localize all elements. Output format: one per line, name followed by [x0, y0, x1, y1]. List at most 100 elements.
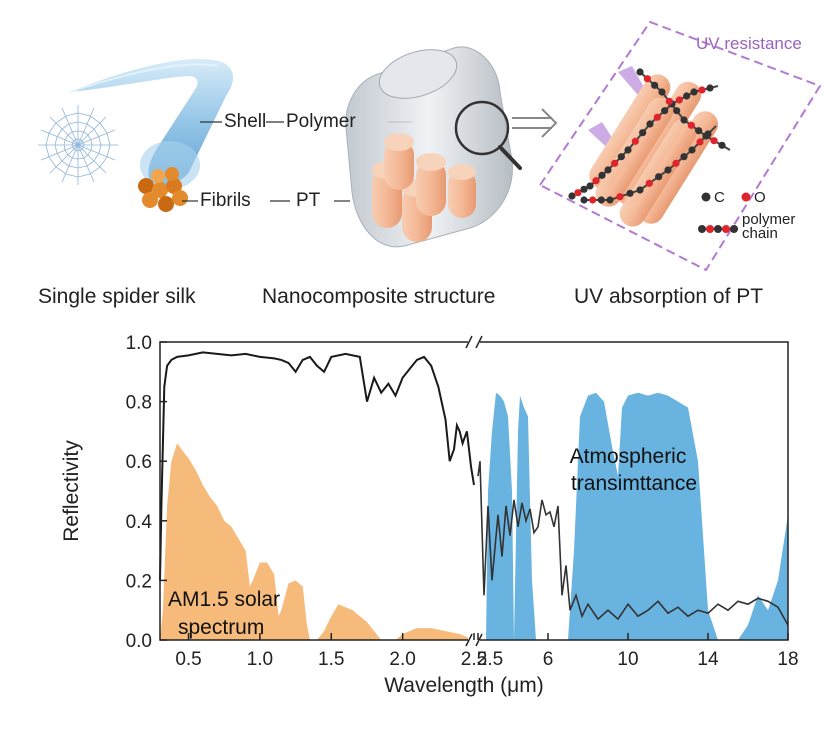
y-tick-label: 0.6 [126, 452, 152, 473]
y-axis-label: Reflectivity [60, 440, 83, 542]
chain-bead [673, 107, 681, 115]
axis-break-mark [465, 633, 473, 647]
chain-bead [568, 192, 576, 200]
reflectivity-line-mir [477, 461, 789, 626]
chain-bead [616, 193, 624, 201]
x-tick-label: 2.5 [477, 649, 503, 670]
x-tick-label: 1.5 [318, 649, 344, 670]
chain-bead [589, 196, 597, 204]
axis-break-mark [475, 335, 483, 349]
chain-bead [639, 129, 647, 137]
chain-bead [680, 116, 688, 124]
axis-break-mark [465, 335, 473, 349]
x-tick-label: 6 [543, 649, 554, 670]
chain-bead [680, 153, 688, 161]
y-tick-label: 0.8 [126, 393, 152, 414]
solar-label-line2: spectrum [178, 616, 264, 639]
chain-bead [580, 185, 588, 193]
fibrils-bundle-icon [138, 167, 188, 212]
reflectivity-line-nir [159, 351, 475, 581]
uv-resistance-label: UV resistance [696, 34, 802, 53]
chain-bead [690, 88, 698, 96]
chain-bead [718, 141, 726, 149]
caption-nano: Nanocomposite structure [262, 285, 496, 308]
chain-bead [688, 146, 696, 154]
magnifier-icon [454, 100, 522, 170]
y-tick-label: 0.2 [126, 571, 152, 592]
chain-bead [695, 127, 703, 135]
x-tick-label: 14 [697, 649, 719, 670]
legend-chain-label: chain [742, 225, 778, 242]
chain-bead [611, 159, 619, 167]
chain-bead [687, 121, 695, 129]
chain-bead [710, 137, 718, 145]
caption-uv: UV absorption of PT [574, 285, 764, 308]
chain-bead [626, 189, 634, 197]
caption-silk: Single spider silk [38, 285, 196, 308]
chain-bead [651, 81, 659, 89]
y-tick-label: 0.0 [126, 631, 152, 652]
chain-bead [702, 132, 710, 140]
chain-bead [598, 171, 606, 179]
chain-bead [592, 177, 600, 185]
pt-nanofibers-icon [372, 133, 476, 242]
x-tick-label: 18 [777, 649, 798, 670]
x-tick-label: 2.0 [389, 649, 415, 670]
chain-bead [606, 196, 614, 204]
polymer-label: Polymer [286, 111, 356, 132]
chain-bead [698, 86, 706, 94]
implies-arrow-icon [512, 108, 558, 138]
x-tick-label: 1.0 [247, 649, 273, 670]
x-tick-label: 10 [617, 649, 638, 670]
chain-bead [597, 196, 605, 204]
fibrils-label: Fibrils [200, 190, 251, 211]
chain-bead [696, 138, 704, 146]
chain-bead [646, 120, 654, 128]
chain-bead [586, 182, 594, 190]
chain-bead [617, 153, 625, 161]
polymer-chain-legend-icon [698, 225, 738, 233]
x-tick-label: 0.5 [175, 649, 201, 670]
chain-bead [655, 173, 663, 181]
solar-label-line1: AM1.5 solar [168, 588, 280, 611]
uv-box-icon [538, 20, 822, 272]
shell-label: Shell [224, 111, 267, 132]
chain-bead [645, 179, 653, 187]
axis-break-mark [475, 633, 483, 647]
chain-bead [683, 92, 691, 100]
chain-bead [658, 88, 666, 96]
chain-bead [672, 159, 680, 167]
pt-label: PT [296, 190, 321, 211]
chain-bead [580, 196, 588, 204]
chain-bead [631, 137, 639, 145]
chain-bead [665, 97, 673, 105]
carbon-dot-icon [701, 192, 711, 202]
legend-polymer-label: polymer [742, 211, 796, 228]
reflectivity-chart: 0.0 0.2 0.4 0.6 0.8 1.0 0.5 1.0 1.5 2.0 2.52.5 6 10 1… [60, 333, 799, 697]
chain-bead [574, 189, 582, 197]
chain-bead [624, 146, 632, 154]
chain-bead [636, 186, 644, 194]
oxygen-dot-icon [741, 192, 751, 202]
polymer-chains-icon [568, 68, 731, 204]
chain-bead [604, 166, 612, 174]
atmospheric-transmittance-area [478, 392, 788, 640]
spider-silk-strand [69, 58, 234, 189]
spider-web-icon [38, 105, 118, 185]
x-axis-label: Wavelength (μm) [384, 674, 544, 697]
atmos-label-line1: Atmospheric [570, 445, 687, 468]
chain-bead [643, 75, 651, 83]
x-tick-label: 2.5 [461, 649, 487, 670]
chain-bead [664, 166, 672, 174]
chain-bead [636, 68, 644, 76]
legend-c-label: C [714, 189, 725, 206]
solar-spectrum-area [160, 443, 474, 640]
chain-bead [706, 84, 714, 92]
chain-bead [675, 96, 683, 104]
y-tick-label: 0.4 [126, 512, 153, 533]
y-tick-label: 1.0 [126, 333, 152, 354]
chain-bead [653, 113, 661, 121]
legend-o-label: O [754, 189, 766, 206]
atmos-label-line2: transimttance [571, 472, 697, 495]
